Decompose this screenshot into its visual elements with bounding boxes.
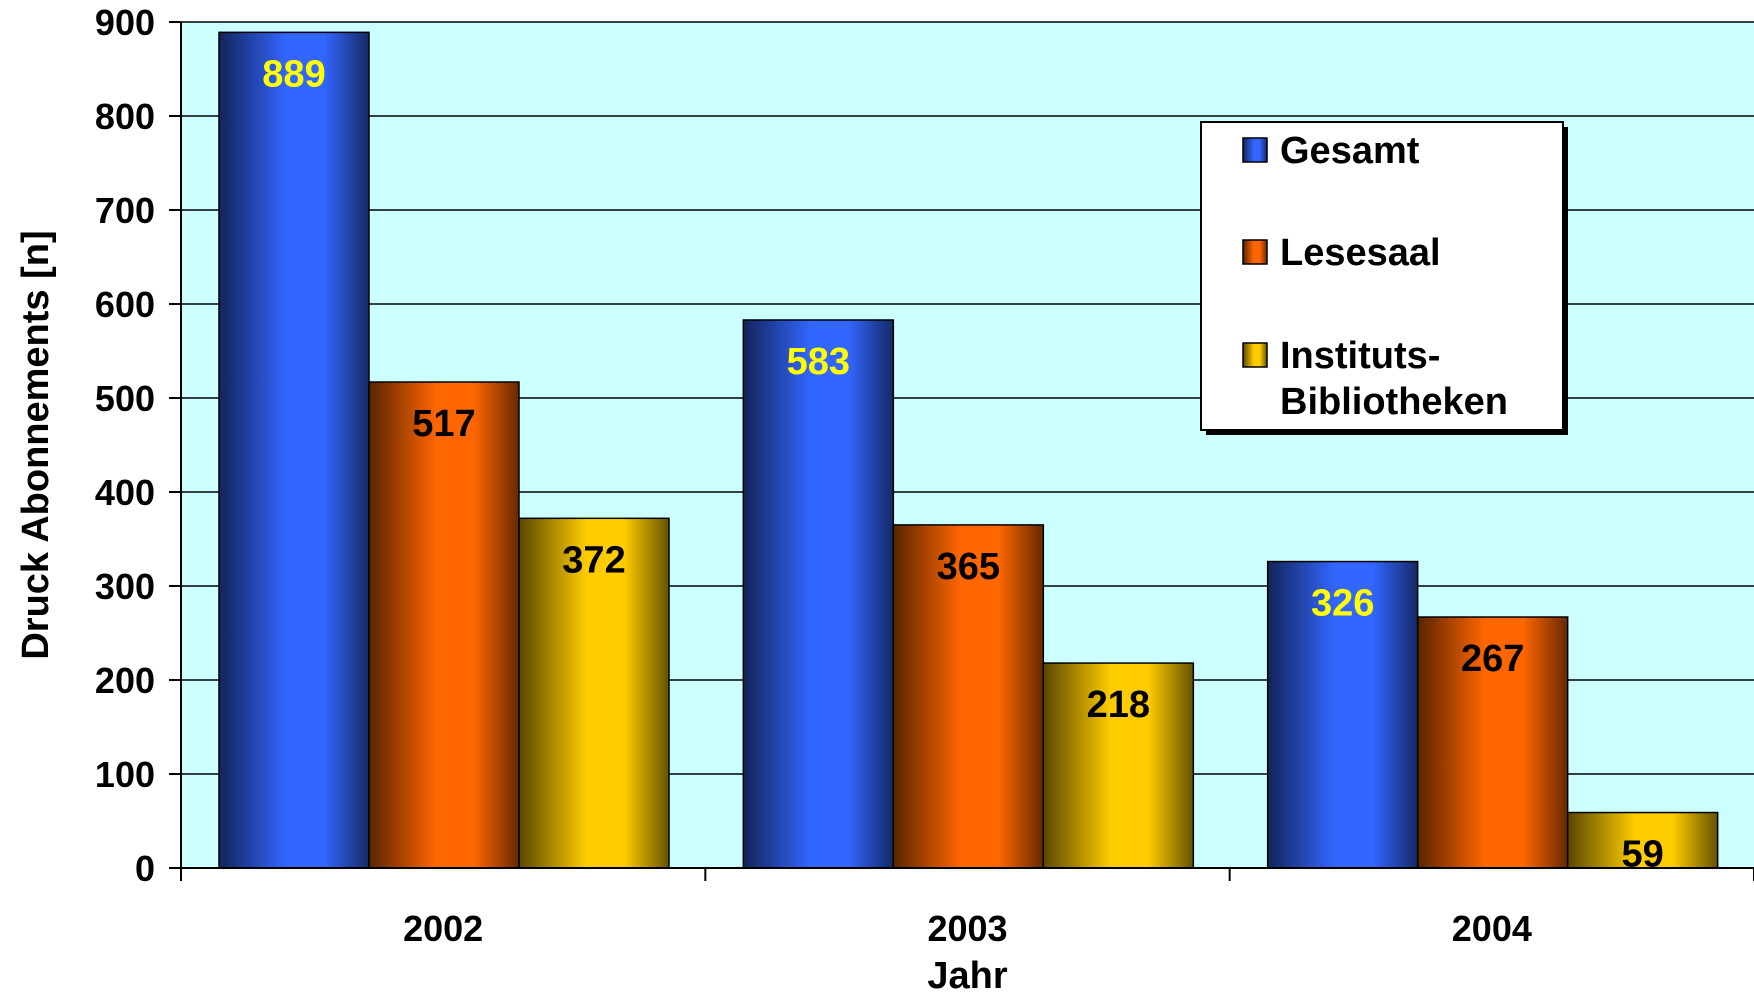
bar-lesesaal-2002 xyxy=(368,381,520,869)
y-tick-label: 100 xyxy=(95,754,155,795)
bar-gesamt-2003 xyxy=(742,319,895,869)
legend: Gesamt Lesesaal Instituts-Bibliotheken xyxy=(1200,121,1568,435)
bar-lesesaal-2003 xyxy=(892,524,1045,869)
y-tick-label: 600 xyxy=(95,284,155,325)
legend-label: Lesesaal xyxy=(1280,232,1441,274)
x-tick-label: 2004 xyxy=(1452,908,1532,949)
legend-swatch xyxy=(1242,342,1268,368)
legend-swatch xyxy=(1242,239,1268,265)
bar-gesamt-2004 xyxy=(1266,560,1419,869)
x-axis-title: Jahr xyxy=(927,955,1007,996)
data-labels: 889 517 372 583 365 218 326 267 59 xyxy=(262,53,1664,875)
y-tick-label: 200 xyxy=(95,660,155,701)
y-tick-label: 500 xyxy=(95,378,155,419)
y-tick-label: 400 xyxy=(95,472,155,513)
bar-lesesaal-2004 xyxy=(1416,616,1569,869)
data-label: 365 xyxy=(937,546,1000,588)
x-tick-label: 2002 xyxy=(403,908,483,949)
data-label: 326 xyxy=(1311,583,1374,625)
data-label: 889 xyxy=(262,53,325,95)
bar-gesamt-2002 xyxy=(218,31,370,869)
data-label: 59 xyxy=(1622,834,1664,876)
data-label: 218 xyxy=(1087,684,1150,726)
bar-instituts-bibliotheken-2002 xyxy=(518,517,670,869)
y-tick-label: 900 xyxy=(95,2,155,43)
y-tick-label: 700 xyxy=(95,190,155,231)
y-tick-label: 0 xyxy=(135,848,155,889)
data-label: 517 xyxy=(412,403,475,445)
data-label: 372 xyxy=(562,539,625,581)
y-tick-label: 800 xyxy=(95,96,155,137)
legend-label: Gesamt xyxy=(1280,130,1420,172)
x-tick-label: 2003 xyxy=(927,908,1007,949)
y-axis-title: Druck Abonnements [n] xyxy=(15,230,57,659)
legend-swatch xyxy=(1242,137,1268,163)
bar-instituts-bibliotheken-2004 xyxy=(1566,811,1719,869)
bars xyxy=(218,31,1719,869)
data-label: 583 xyxy=(787,341,850,383)
y-tick-label: 300 xyxy=(95,566,155,607)
legend-label: Instituts-Bibliotheken xyxy=(1280,335,1508,423)
axes: 0 100 200 300 400 500 600 700 800 900 2002 2003 2004 xyxy=(95,2,1754,949)
data-label: 267 xyxy=(1461,638,1524,680)
legend-box xyxy=(1200,121,1564,431)
